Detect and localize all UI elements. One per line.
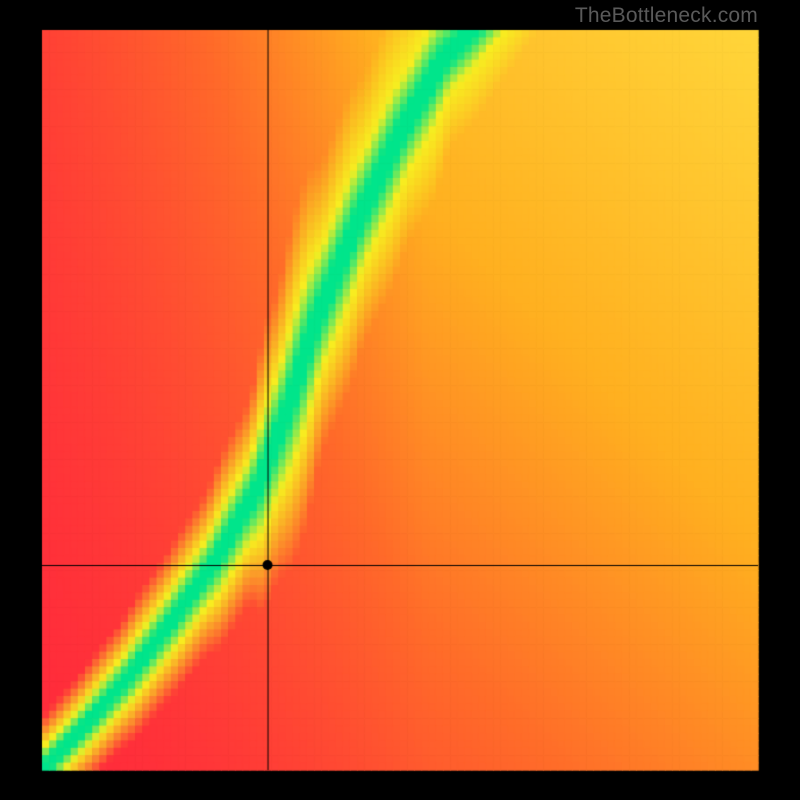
chart-frame: TheBottleneck.com — [0, 0, 800, 800]
heatmap-canvas — [0, 0, 800, 800]
